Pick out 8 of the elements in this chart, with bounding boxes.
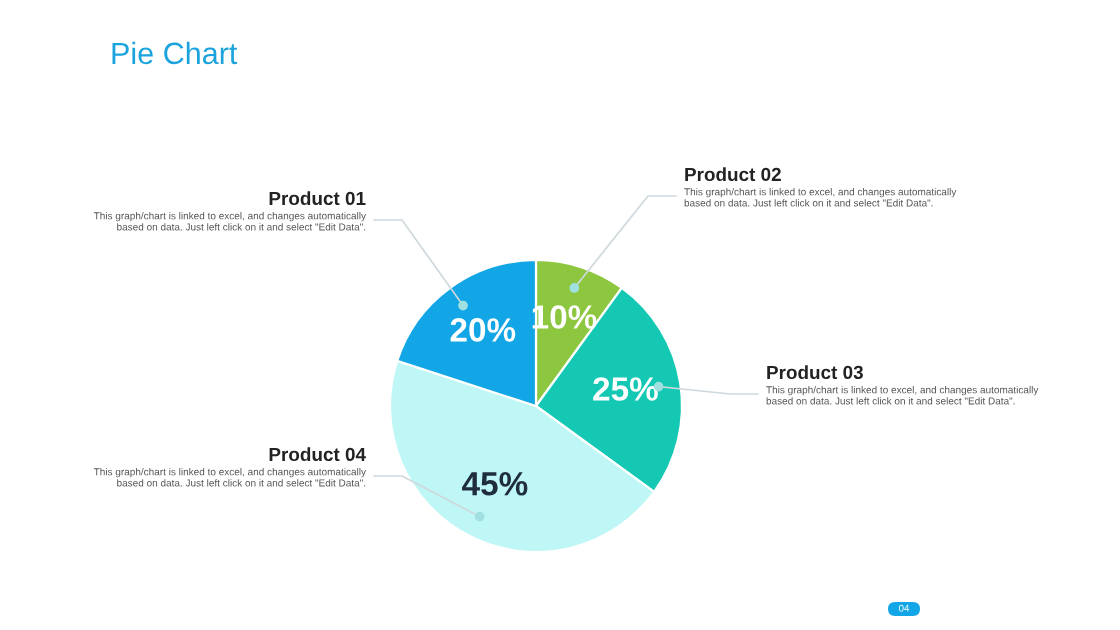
slice-label: Product 04 (269, 447, 366, 462)
data-label: 45% (462, 472, 528, 496)
data-label: 20% (450, 318, 516, 342)
data-label: 25% (593, 377, 658, 401)
slice-label: Product 01 (269, 191, 366, 206)
slice-label: Product 02 (685, 167, 781, 182)
slice-label: Product 03 (767, 365, 863, 380)
chart-title: Pie Chart (112, 41, 238, 65)
